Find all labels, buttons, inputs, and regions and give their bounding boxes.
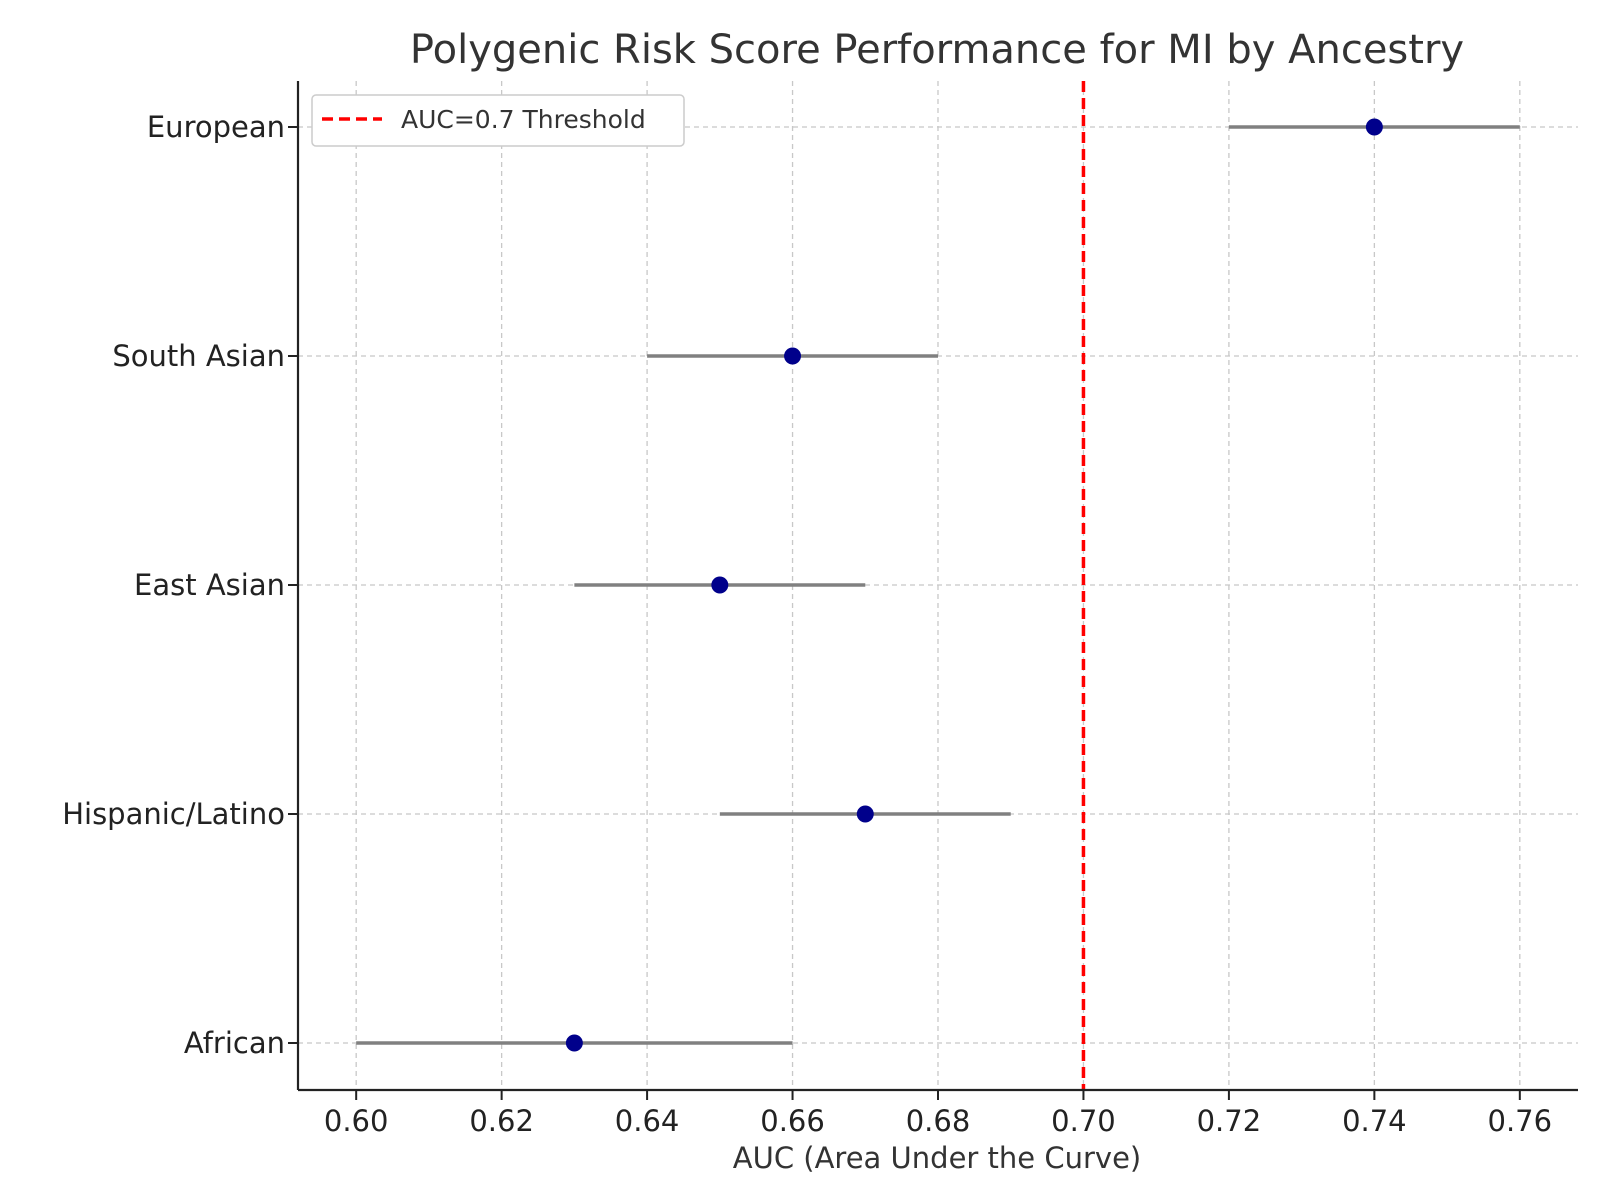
x-tick-label: 0.76 xyxy=(1488,1104,1553,1138)
x-tick-label: 0.74 xyxy=(1342,1104,1407,1138)
legend: AUC=0.7 Threshold xyxy=(311,94,685,147)
x-axis-ticks: 0.60 0.62 0.64 0.66 0.68 0.70 0.72 0.74 0.76 xyxy=(324,1090,1552,1138)
y-axis-ticks: European South Asian East Asian Hispanic/La… xyxy=(62,110,298,1060)
x-tick-label: 0.60 xyxy=(324,1104,389,1138)
x-tick-label: 0.70 xyxy=(1051,1104,1116,1138)
y-tick-label: East Asian xyxy=(134,568,285,602)
data-point xyxy=(565,1034,583,1052)
chart-title: Polygenic Risk Score Performance for MI … xyxy=(410,27,1464,73)
data-point xyxy=(784,347,802,365)
x-tick-label: 0.68 xyxy=(906,1104,971,1138)
y-tick-label: African xyxy=(184,1026,285,1060)
point-layer xyxy=(565,118,1383,1052)
legend-label: AUC=0.7 Threshold xyxy=(401,105,646,134)
data-point xyxy=(1365,118,1383,136)
x-tick-label: 0.72 xyxy=(1197,1104,1262,1138)
x-tick-label: 0.66 xyxy=(760,1104,825,1138)
data-point xyxy=(856,805,874,823)
grid xyxy=(298,81,1578,1090)
x-axis-label: AUC (Area Under the Curve) xyxy=(733,1141,1141,1175)
x-tick-label: 0.62 xyxy=(469,1104,534,1138)
x-tick-label: 0.64 xyxy=(615,1104,680,1138)
legend-box xyxy=(311,94,685,147)
y-tick-label: European xyxy=(147,110,285,144)
y-tick-label: South Asian xyxy=(112,339,285,373)
y-tick-label: Hispanic/Latino xyxy=(62,797,285,831)
data-point xyxy=(711,576,729,594)
